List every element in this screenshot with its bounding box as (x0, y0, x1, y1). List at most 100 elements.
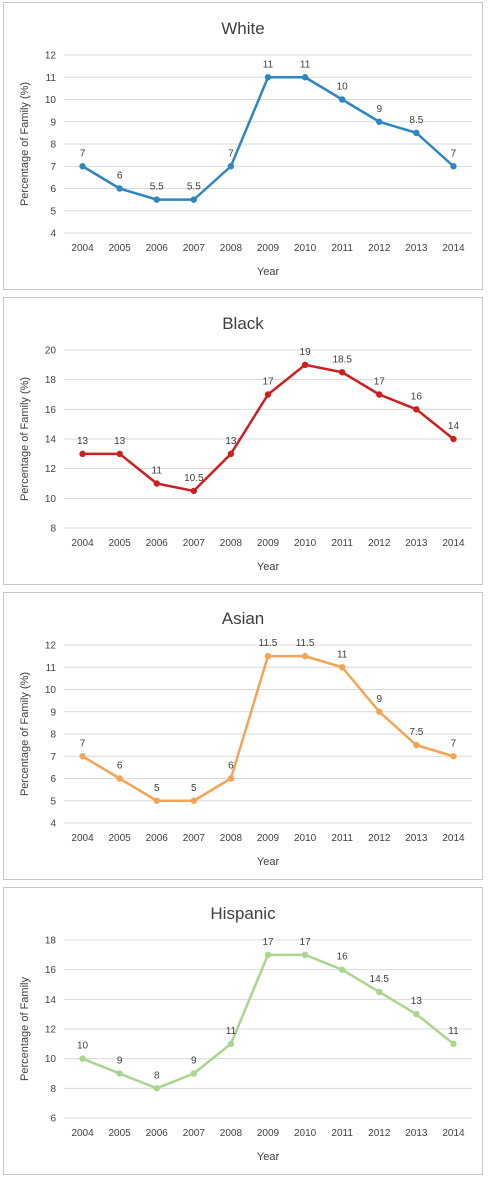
x-tick-label: 2014 (442, 243, 465, 254)
data-point (450, 435, 457, 443)
x-tick-label: 2006 (146, 833, 169, 844)
x-axis-label: Year (257, 266, 280, 278)
data-label: 16 (411, 391, 423, 402)
y-tick-label: 8 (50, 140, 56, 151)
series-line (81, 76, 455, 201)
x-tick-label: 2004 (71, 1128, 94, 1139)
data-point (450, 163, 457, 170)
data-label: 13 (114, 436, 126, 447)
y-tick-label: 20 (45, 346, 57, 357)
data-point (227, 450, 235, 458)
x-tick-label: 2013 (405, 243, 428, 254)
x-tick-label: 2009 (257, 538, 280, 549)
data-label: 7 (228, 148, 234, 159)
y-tick-label: 9 (50, 707, 56, 718)
data-point (338, 664, 346, 671)
data-label: 7.5 (409, 727, 423, 738)
data-point (227, 775, 235, 782)
data-label: 5 (191, 783, 197, 794)
y-tick-label: 12 (45, 1025, 57, 1036)
x-tick-label: 2007 (183, 538, 206, 549)
chart-title: Asian (222, 609, 265, 628)
x-tick-label: 2007 (183, 1128, 206, 1139)
data-label: 10 (77, 1041, 89, 1052)
y-axis-label: Percentage of Family (%) (19, 82, 31, 206)
x-tick-label: 2010 (294, 243, 317, 254)
x-tick-label: 2009 (257, 833, 280, 844)
y-tick-label: 18 (45, 375, 57, 386)
y-tick-label: 11 (46, 663, 57, 674)
y-tick-label: 10 (45, 95, 57, 106)
data-label: 5.5 (187, 182, 201, 193)
y-tick-label: 4 (50, 229, 56, 240)
data-label: 19 (300, 347, 312, 358)
y-tick-label: 16 (45, 405, 57, 416)
chart-title: Black (222, 314, 264, 333)
x-tick-label: 2009 (257, 243, 280, 254)
y-tick-label: 5 (50, 796, 56, 807)
data-label: 13 (225, 436, 237, 447)
data-point (190, 1070, 198, 1077)
data-label: 7 (451, 148, 457, 159)
x-tick-label: 2005 (109, 833, 132, 844)
data-label: 14 (448, 421, 460, 432)
data-point (376, 988, 383, 996)
data-point (190, 797, 198, 804)
y-tick-label: 12 (45, 51, 57, 62)
y-tick-label: 8 (50, 1084, 56, 1095)
y-tick-label: 14 (45, 995, 57, 1006)
x-tick-label: 2005 (109, 243, 132, 254)
x-tick-label: 2011 (331, 243, 353, 254)
x-tick-label: 2012 (368, 833, 391, 844)
series-line (81, 654, 454, 802)
data-label: 17 (262, 377, 274, 388)
x-tick-label: 2008 (220, 243, 243, 254)
x-tick-label: 2006 (146, 538, 169, 549)
data-point (413, 129, 420, 137)
data-label: 11 (263, 59, 274, 70)
y-tick-label: 4 (50, 819, 56, 830)
data-label: 14.5 (370, 974, 390, 985)
x-tick-label: 2004 (71, 243, 94, 254)
data-point (301, 652, 309, 660)
y-tick-label: 7 (50, 162, 56, 173)
data-label: 7 (80, 148, 86, 159)
data-point (450, 753, 457, 760)
chart-black: Black 8 10 12 14 16 18 20 2004 2005 2006 2007 2008 20… (19, 314, 472, 573)
x-axis-label: Year (257, 856, 280, 868)
data-label: 9 (376, 694, 382, 705)
data-label: 11.5 (259, 638, 278, 649)
x-tick-label: 2013 (405, 833, 428, 844)
data-point (79, 753, 86, 760)
x-tick-label: 2008 (220, 1128, 243, 1139)
data-label: 6 (117, 761, 123, 772)
x-tick-label: 2010 (294, 1128, 317, 1139)
data-point (227, 1040, 235, 1048)
data-label: 7 (451, 738, 457, 749)
data-point (413, 741, 420, 749)
y-tick-label: 10 (45, 1054, 57, 1065)
x-tick-label: 2012 (368, 538, 391, 549)
chart-panel-asian: Asian 4 5 6 7 8 9 10 11 12 2004 2005 2006 2007 2008 200… (3, 592, 483, 880)
x-tick-label: 2011 (331, 538, 353, 549)
x-tick-label: 2013 (405, 1128, 428, 1139)
data-label: 5.5 (150, 182, 164, 193)
y-axis-label: Percentage of Family (%) (19, 672, 31, 796)
data-label: 11 (226, 1026, 237, 1037)
data-point (338, 966, 346, 973)
x-tick-label: 2004 (71, 538, 94, 549)
data-point (376, 708, 383, 715)
data-point (301, 74, 309, 81)
data-label: 13 (411, 996, 423, 1007)
data-point (338, 96, 346, 103)
x-tick-label: 2004 (71, 833, 94, 844)
data-label: 13 (77, 436, 89, 447)
data-label: 17 (300, 937, 312, 948)
data-label: 5 (154, 783, 160, 794)
data-label: 8 (154, 1070, 160, 1081)
data-label: 7 (80, 738, 86, 749)
data-point (376, 118, 383, 125)
data-point (79, 163, 86, 170)
chart-panel-black: Black 8 10 12 14 16 18 20 2004 2005 2006 2007 2008 20… (3, 297, 483, 585)
y-tick-label: 8 (50, 524, 56, 535)
